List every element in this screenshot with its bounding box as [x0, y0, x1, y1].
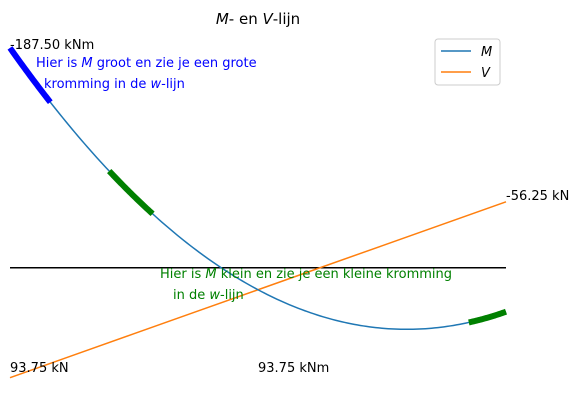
plot-area — [7, 46, 508, 379]
chart-title: M- en V-lijn — [216, 10, 300, 28]
annotation-small-moment-line2: in de w-lijn — [173, 288, 244, 303]
label-shear-start: 93.75 kN — [10, 361, 69, 376]
highlight-segment-3 — [468, 308, 508, 326]
title-part-2: - en — [229, 10, 263, 28]
legend: M V — [434, 38, 501, 86]
annotation-large-moment-line1: Hier is M groot en zie je een grote — [36, 56, 257, 71]
title-part-4: -lijn — [273, 10, 300, 28]
highlight-segment-2 — [107, 168, 155, 217]
annotation-small-moment-line1: Hier is M klein en zie je een kleine kro… — [160, 267, 452, 282]
annotation-large-moment-line2: kromming in de w-lijn — [44, 77, 185, 92]
legend-label-v: V — [481, 66, 491, 81]
label-moment-mid: 93.75 kNm — [258, 361, 329, 376]
legend-label-m: M — [481, 45, 492, 60]
label-moment-start: -187.50 kNm — [10, 38, 94, 53]
title-part-1: M — [216, 10, 229, 28]
title-part-3: V — [262, 10, 274, 28]
label-shear-end: -56.25 kN — [506, 189, 569, 204]
highlight-segment-1 — [7, 46, 53, 105]
